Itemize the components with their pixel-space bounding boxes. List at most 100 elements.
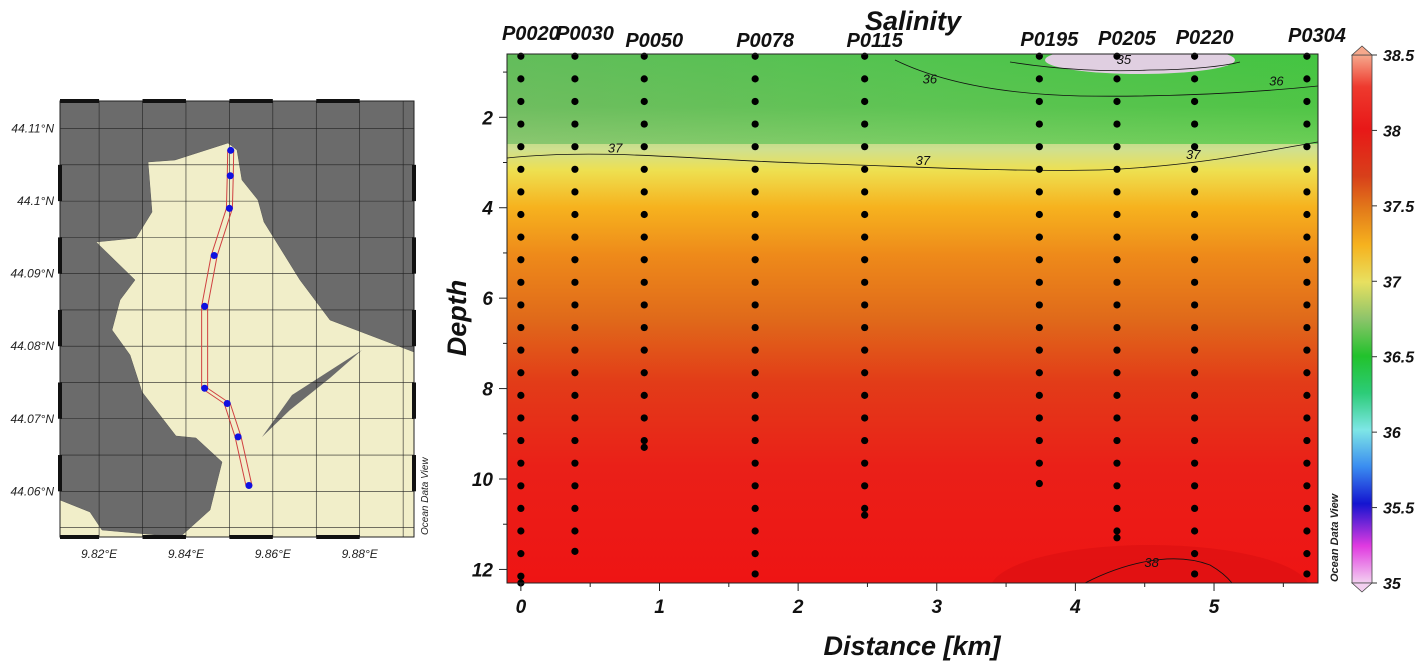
station-label: P0078 [736,30,795,52]
station-label: P0115 [846,30,903,52]
sample-dot [517,482,525,490]
sample-dot [571,459,579,467]
sample-dot [861,504,869,512]
sample-dot [1191,120,1199,128]
sample-dot [1191,188,1199,196]
sample-dot [751,143,759,151]
map-watermark: Ocean Data View [420,457,431,535]
sample-dot [751,323,759,332]
map-stations [201,146,253,489]
sample-dot [1113,504,1121,512]
map-land [60,142,414,537]
sample-dot [517,256,525,264]
sample-dot [1191,527,1199,535]
colorbar-tick-label: 35 [1383,576,1402,593]
colorbar-top-arrow [1350,45,1374,56]
sample-dot [861,511,869,519]
colorbar-ticks: 38.5 38 37.5 37 36.5 36 35.5 35 [1372,48,1415,593]
x-tick-label: 5 [1209,597,1220,618]
sample-dot [751,188,759,196]
map-lat-label: 44.07°N [11,412,55,426]
sample-dot [861,256,869,264]
sample-dot [751,504,759,512]
sample-dot [1035,414,1043,422]
sample-dot [640,120,648,128]
x-tick-label: 4 [1069,597,1081,618]
sample-dot [1303,75,1311,83]
colorbar-tick-label: 36 [1383,425,1401,442]
sample-dot [1303,459,1311,467]
sample-dot [861,301,869,309]
sample-dot [640,97,648,106]
sample-dot [1113,75,1121,83]
sample-dot [571,527,579,535]
sample-dot [1303,278,1311,286]
map-frame-bar [229,535,273,539]
section-field [507,54,1318,583]
contour-label: 36 [1269,74,1284,89]
y-axis: 2 4 6 8 10 12 [472,71,507,581]
station-map: 44.11°N 44.1°N 44.09°N 44.08°N 44.07°N 44.06°… [11,99,431,561]
sample-dot [861,165,869,173]
sample-dot [517,188,525,196]
sample-dot [861,210,869,219]
y-tick-label: 2 [481,108,493,129]
sample-dot [571,165,579,173]
station-label: P0020 [502,23,560,45]
sample-dot [1113,188,1121,196]
map-lat-label: 44.09°N [11,267,55,281]
y-tick-label: 4 [481,199,493,220]
sample-dot [571,346,579,354]
sample-dot [1113,210,1121,219]
sample-dot [1191,550,1199,558]
sample-dot [571,482,579,490]
sample-dot [640,346,648,354]
sample-dot [1113,391,1121,399]
map-lat-labels: 44.11°N 44.1°N 44.09°N 44.08°N 44.07°N 44.06°… [11,122,55,499]
sample-dot [1035,233,1043,241]
sample-dot [517,436,525,445]
sample-dot [1191,97,1199,106]
sample-dot [751,210,759,219]
sample-dot [1035,97,1043,106]
sample-dot [1303,301,1311,309]
sample-dot [640,143,648,151]
sample-dot [517,278,525,286]
sample-dot [1035,346,1043,354]
station-label: P0030 [556,23,614,45]
map-frame-bar [316,99,360,103]
colorbar-bottom-arrow [1350,582,1374,593]
map-lon-labels: 9.82°E 9.84°E 9.86°E 9.88°E [81,547,379,561]
station-label: P0220 [1176,27,1234,49]
sample-dot [1113,346,1121,354]
sample-dot [751,301,759,309]
sample-dot [640,233,648,241]
sample-dot [861,482,869,490]
sample-dot [1035,120,1043,128]
y-tick-label: 12 [472,560,494,581]
sample-dot [1191,436,1199,445]
map-lat-label: 44.11°N [11,122,54,136]
sample-dot [517,143,525,151]
sample-dot [861,75,869,83]
sample-dot [1303,120,1311,128]
sample-dot [517,120,525,128]
colorbar-tick-label: 35.5 [1383,501,1415,518]
map-lon-label: 9.86°E [255,547,292,561]
station-label: P0050 [625,30,683,52]
sample-dot [571,75,579,83]
sample-dot [1191,459,1199,467]
sample-dot [1113,482,1121,490]
sample-dot [640,278,648,286]
sample-dot [1035,436,1043,445]
sample-dot [751,278,759,286]
x-tick-label: 0 [516,597,527,618]
sample-dot [1035,75,1043,83]
sample-dot [571,369,579,377]
station-label: P0205 [1098,28,1157,50]
sample-dot [861,278,869,286]
sample-dot [571,391,579,399]
sample-dot [1035,165,1043,173]
sample-dot [571,188,579,196]
